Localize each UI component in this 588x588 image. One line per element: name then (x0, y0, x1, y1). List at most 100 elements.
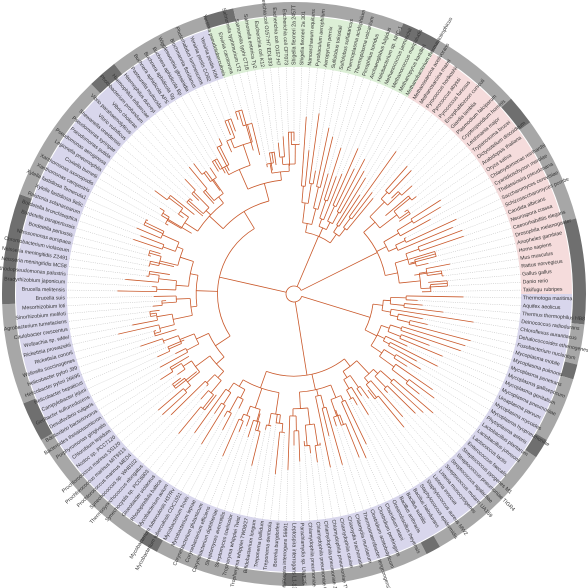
branch-stem (180, 256, 194, 262)
leaf-leader (361, 395, 421, 484)
branch-stem (316, 127, 330, 187)
branch-stem (391, 191, 399, 199)
branch-stem (343, 379, 350, 389)
branch-stem (209, 167, 217, 178)
leaf-leader (308, 67, 318, 151)
branch-stem (390, 382, 424, 413)
branch-stem (188, 166, 208, 190)
branch-stem (385, 165, 408, 191)
branch-stem (200, 390, 209, 400)
branch-stem (161, 301, 177, 304)
leaf-leader (106, 164, 184, 218)
branch-stem (154, 190, 168, 201)
leaf-leader (404, 157, 478, 213)
branch-stem (339, 414, 344, 425)
branch-stem (399, 280, 421, 284)
branch-stem (215, 335, 231, 347)
branch-stem (399, 211, 410, 219)
branch-stem (330, 384, 337, 398)
leaf-leader (231, 413, 261, 514)
branch-stem (153, 330, 157, 332)
branch-stem (279, 414, 281, 424)
branch-stem (238, 169, 249, 190)
ring-segment (571, 294, 586, 325)
branch-stem (143, 224, 164, 235)
branch-stem (140, 235, 165, 246)
branch-stem (381, 310, 391, 313)
branch-stem (156, 288, 176, 291)
branch-stem (329, 233, 337, 244)
sector-eukarya (407, 53, 572, 295)
branch-stem (201, 405, 226, 445)
branch-stem (406, 299, 418, 301)
branch-stem (204, 190, 215, 201)
branch-stem (314, 445, 318, 463)
branch-stem (321, 408, 330, 436)
branch-stem (374, 376, 387, 388)
branch-stem (213, 179, 224, 194)
leaf-label: Thermotoga maritima (523, 295, 573, 302)
leaf-leader (180, 95, 226, 174)
branch-stem (273, 152, 277, 166)
branch-stem (320, 395, 325, 408)
branch-stem (144, 221, 165, 232)
leaf-leader (317, 462, 326, 520)
leaf-leader (254, 425, 272, 519)
branch-stem (376, 246, 387, 252)
branch-stem (380, 370, 393, 382)
leaf-leader (187, 429, 223, 496)
branch-stem (419, 235, 464, 252)
branch-arc (153, 330, 156, 337)
branch-stem (305, 223, 308, 233)
leaf-leader (142, 398, 202, 465)
branch-stem (254, 388, 263, 408)
branch-stem (168, 197, 183, 209)
branch-stem (184, 222, 198, 232)
branch-stem (325, 407, 343, 465)
branch-stem (405, 248, 420, 255)
leaf-leader (93, 184, 169, 226)
branch-stem (345, 423, 360, 458)
leaf-leader (450, 250, 518, 265)
ring-segment (233, 1, 404, 36)
branch-stem (203, 172, 211, 182)
branch-stem (428, 280, 448, 283)
branch-stem (190, 305, 197, 308)
branch-stem (313, 186, 319, 209)
branch-stem (179, 333, 195, 340)
branch-stem (265, 424, 267, 430)
leaf-label: Brucella suis (36, 295, 66, 302)
branch-stem (247, 124, 253, 142)
ring-segment (114, 16, 208, 75)
branch-stem (398, 313, 423, 320)
leaf-leader (216, 425, 247, 509)
clade-stem (300, 252, 378, 291)
leaf-leader (403, 426, 440, 470)
branch-stem (410, 255, 437, 264)
branch-stem (356, 388, 362, 396)
leaf-leader (270, 67, 279, 143)
branch-stem (387, 331, 401, 337)
leaf-leader (73, 235, 151, 257)
leaf-leader (67, 266, 147, 277)
leaf-leader (115, 151, 195, 215)
branch-stem (391, 308, 474, 323)
branch-stem (150, 312, 157, 315)
branch-stem (319, 200, 327, 219)
branch-stem (330, 399, 338, 417)
branch-stem (167, 220, 182, 229)
leaf-leader (239, 465, 252, 516)
branch-stem (307, 183, 312, 204)
branch-stem (205, 210, 211, 216)
leaf-leader (340, 76, 364, 148)
branch-stem (172, 377, 181, 385)
ring-segment (203, 8, 236, 29)
ring-segment (519, 122, 577, 222)
ring-segment (433, 41, 511, 108)
leaf-leader (83, 205, 137, 229)
branch-stem (393, 378, 434, 414)
branch-stem (317, 173, 329, 210)
leaf-leader (246, 70, 268, 168)
branch-stem (275, 413, 278, 423)
branch-stem (298, 430, 301, 462)
